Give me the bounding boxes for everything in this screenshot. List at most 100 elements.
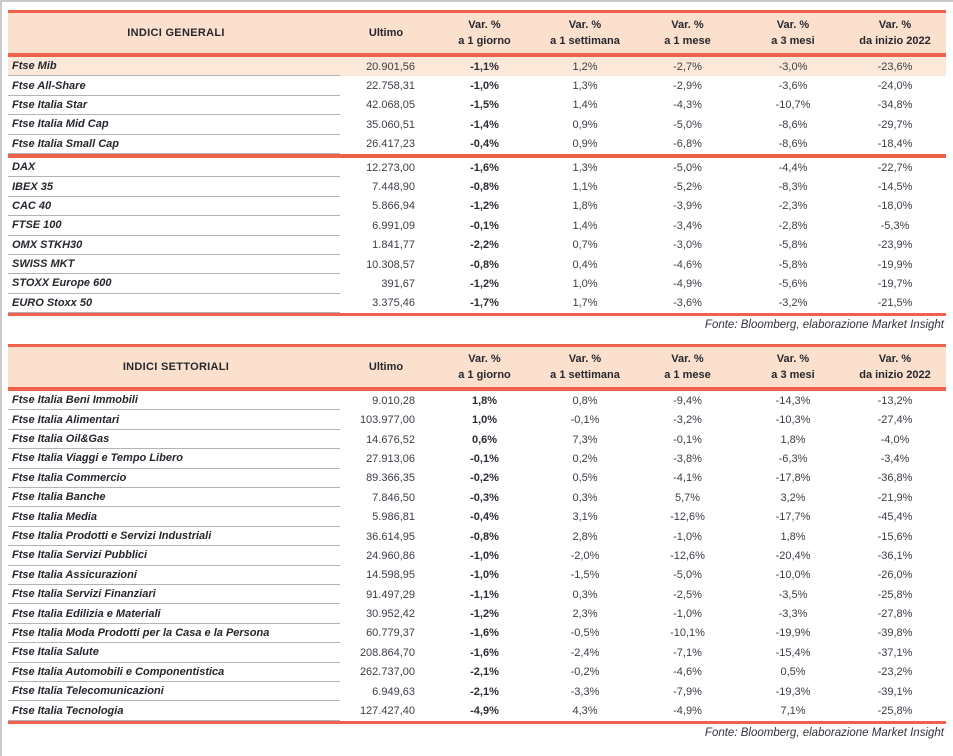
var-3-mesi-value: -10,3% [775,414,811,427]
column-header-label: Var. % [878,19,912,31]
index-name: SWISS MKT [8,255,340,275]
column-header-label: Var. % [878,353,912,366]
ultimo-value: 36.614,95 [366,530,415,543]
var-1-settimana-value: 2,3% [572,608,598,621]
ultimo-value: 89.366,35 [366,472,415,485]
var-1-settimana-value: -0,2% [570,666,600,679]
ultimo-value: 262.737,00 [359,666,415,679]
table-row: Ftse All-Share 22.758,31 -1,0% 1,3% -2,9… [8,76,946,96]
table-row: FTSE 100 6.991,09 -0,1% 1,4% -3,4% -2,8%… [8,216,946,236]
var-3-mesi-value: -8,6% [778,138,808,151]
var-1-mese-value: -4,3% [673,99,702,112]
var-1-giorno-value: -0,8% [470,530,499,543]
var-3-mesi-value: 7,1% [780,705,806,718]
var-da-inizio-2022-value: -21,9% [877,491,913,504]
var-da-inizio-2022-value: -18,0% [877,200,913,213]
table-row: Ftse Italia Automobili e Componentistica… [8,663,946,682]
column-header-var-1-settimana: Var. % a 1 settimana [537,347,633,387]
var-1-giorno-value: -0,4% [470,511,499,524]
column-header-sublabel: da inizio 2022 [859,35,931,47]
column-header-var-1-giorno: Var. % a 1 giorno [432,13,537,53]
var-da-inizio-2022-value: -23,6% [877,60,913,73]
var-da-inizio-2022-value: -3,4% [880,452,910,465]
ultimo-value: 6.991,09 [372,219,415,232]
table-row: Ftse Italia Telecomunicazioni 6.949,63 -… [8,682,946,702]
var-1-mese-value: -1,0% [673,530,702,543]
ultimo-value: 91.497,29 [366,588,415,601]
var-1-mese-value: -2,9% [673,80,702,93]
ultimo-value: 26.417,23 [366,138,415,151]
var-3-mesi-value: -3,0% [778,60,808,73]
column-header-var-da-inizio-2022: Var. % da inizio 2022 [844,13,946,53]
column-header-ultimo: Ultimo [340,13,432,53]
table-row: Ftse Mib 20.901,56 -1,1% 1,2% -2,7% -3,0… [8,57,946,77]
var-1-giorno-value: -1,2% [470,277,499,290]
index-name: Ftse Italia Viaggi e Tempo Libero [8,449,340,469]
var-da-inizio-2022-value: -27,8% [877,608,913,621]
column-header-label: Ultimo [368,27,404,39]
var-da-inizio-2022-value: -25,8% [877,588,913,601]
var-da-inizio-2022-value: -24,0% [877,80,913,93]
ultimo-value: 27.913,06 [366,452,415,465]
ultimo-value: 24.960,86 [366,549,415,562]
index-name: Ftse Italia Star [8,96,340,116]
table-row: Ftse Italia Banche 7.846,50 -0,3% 0,3% 5… [8,488,946,508]
table-row: Ftse Italia Star 42.068,05 -1,5% 1,4% -4… [8,96,946,116]
table-row: Ftse Italia Servizi Pubblici 24.960,86 -… [8,546,946,566]
var-da-inizio-2022-value: -39,1% [877,685,913,698]
var-1-mese-value: -7,1% [673,646,702,659]
var-1-giorno-value: -0,1% [470,452,499,465]
var-1-giorno-value: -4,9% [470,705,499,718]
table-gap [8,335,946,344]
var-1-mese-value: -5,0% [673,161,702,174]
table-row: Ftse Italia Oil&Gas 14.676,52 0,6% 7,3% … [8,430,946,450]
var-1-giorno-value: -0,8% [470,258,499,271]
var-1-mese-value: -3,6% [673,297,702,310]
var-1-settimana-value: 1,3% [572,80,598,93]
column-header-label: Var. % [468,353,501,366]
var-1-giorno-value: -1,5% [470,99,499,112]
table-row: CAC 40 5.866,94 -1,2% 1,8% -3,9% -2,3% -… [8,197,946,217]
var-1-settimana-value: 0,5% [572,472,598,485]
var-1-mese-value: -3,4% [673,219,702,232]
var-3-mesi-value: -14,3% [775,394,811,407]
var-1-settimana-value: 3,1% [572,511,598,524]
var-da-inizio-2022-value: -25,8% [877,705,913,718]
var-3-mesi-value: -5,8% [778,239,808,252]
ultimo-value: 12.273,00 [366,161,415,174]
var-1-mese-value: -3,8% [673,452,702,465]
table-indici-generali: INDICI GENERALI Ultimo Var. % a 1 giorno… [8,10,946,317]
column-header-label: Var. % [671,353,704,366]
header-bottom-rule [8,53,946,57]
var-3-mesi-value: -2,3% [778,200,808,213]
column-header-var-da-inizio-2022: Var. % da inizio 2022 [844,347,946,387]
var-1-settimana-value: 1,3% [572,161,598,174]
var-1-mese-value: -5,0% [673,118,702,131]
index-name: Ftse Italia Small Cap [8,135,340,154]
table-top-rule [8,10,946,13]
var-1-settimana-value: 1,7% [572,297,598,310]
var-3-mesi-value: -8,3% [778,181,808,194]
var-da-inizio-2022-value: -23,2% [877,666,913,679]
table-row: Ftse Italia Edilizia e Materiali 30.952,… [8,604,946,624]
index-name: Ftse Italia Alimentari [8,410,340,430]
index-name: Ftse Italia Moda Prodotti per la Casa e … [8,624,340,644]
var-3-mesi-value: -8,6% [778,118,808,131]
table-row: DAX 12.273,00 -1,6% 1,3% -5,0% -4,4% -22… [8,158,946,178]
var-3-mesi-value: 1,8% [780,530,806,543]
group-sector-indices: Ftse Italia Beni Immobili 9.010,28 1,8% … [8,391,946,721]
var-1-mese-value: -7,9% [673,685,702,698]
var-3-mesi-value: -19,3% [775,685,811,698]
column-header-ultimo: Ultimo [340,347,432,387]
ultimo-value: 9.010,28 [372,394,415,407]
table-row: Ftse Italia Moda Prodotti per la Casa e … [8,624,946,644]
var-1-mese-value: 5,7% [674,491,701,504]
var-1-mese-value: -3,0% [673,239,702,252]
table-title: INDICI SETTORIALI [122,361,230,374]
table-header-row: INDICI GENERALI Ultimo Var. % a 1 giorno… [8,13,946,53]
var-1-settimana-value: 1,4% [572,99,598,112]
index-name: OMX STKH30 [8,236,340,255]
var-da-inizio-2022-value: -21,5% [877,297,913,310]
var-3-mesi-value: -3,5% [778,588,808,601]
var-1-settimana-value: 0,9% [572,138,598,151]
